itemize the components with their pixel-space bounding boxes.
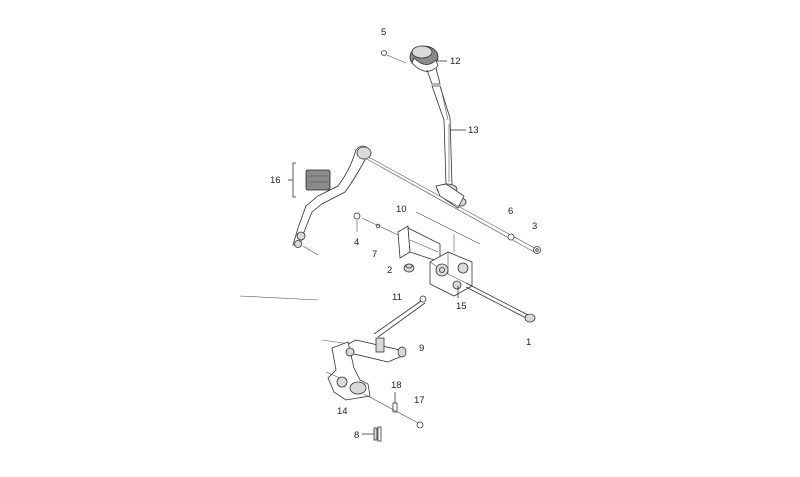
callout-3: 3	[532, 221, 537, 232]
callout-13: 13	[468, 125, 479, 136]
part-11-rod	[239, 295, 427, 338]
part-8-pin	[362, 426, 382, 442]
part-3-nut	[533, 246, 541, 254]
part-16-pedal-arm	[288, 145, 372, 256]
callout-15: 15	[456, 301, 467, 312]
callout-11: 11	[392, 292, 402, 303]
part-18-washer	[392, 392, 398, 413]
callout-18: 18	[391, 380, 402, 391]
part-14-linkage	[325, 341, 371, 401]
callout-14: 14	[337, 406, 348, 417]
part-15-gearbox-housing	[429, 251, 473, 298]
callout-2: 2	[387, 265, 392, 276]
callout-4: 4	[354, 237, 359, 248]
callout-12: 12	[450, 56, 461, 67]
part-17-bolt	[363, 393, 424, 429]
part-2-bushing	[403, 263, 415, 273]
part-13-gear-lever	[431, 85, 467, 209]
part-1-bolt	[465, 282, 536, 323]
part-10-pivot	[415, 211, 481, 252]
callout-7: 7	[372, 249, 377, 260]
callout-5: 5	[381, 27, 386, 38]
callout-10: 10	[396, 204, 407, 215]
callout-17: 17	[414, 395, 425, 406]
part-12-gear-knob	[409, 45, 447, 85]
callout-1: 1	[526, 337, 531, 348]
callout-16: 16	[270, 175, 281, 186]
callout-8: 8	[354, 430, 359, 441]
part-4-screw	[353, 212, 401, 237]
part-7-bracket	[397, 225, 441, 263]
part-6-shaft	[364, 154, 539, 254]
callout-9: 9	[419, 343, 424, 354]
callout-6: 6	[508, 206, 513, 217]
part-5-screw	[381, 50, 407, 64]
